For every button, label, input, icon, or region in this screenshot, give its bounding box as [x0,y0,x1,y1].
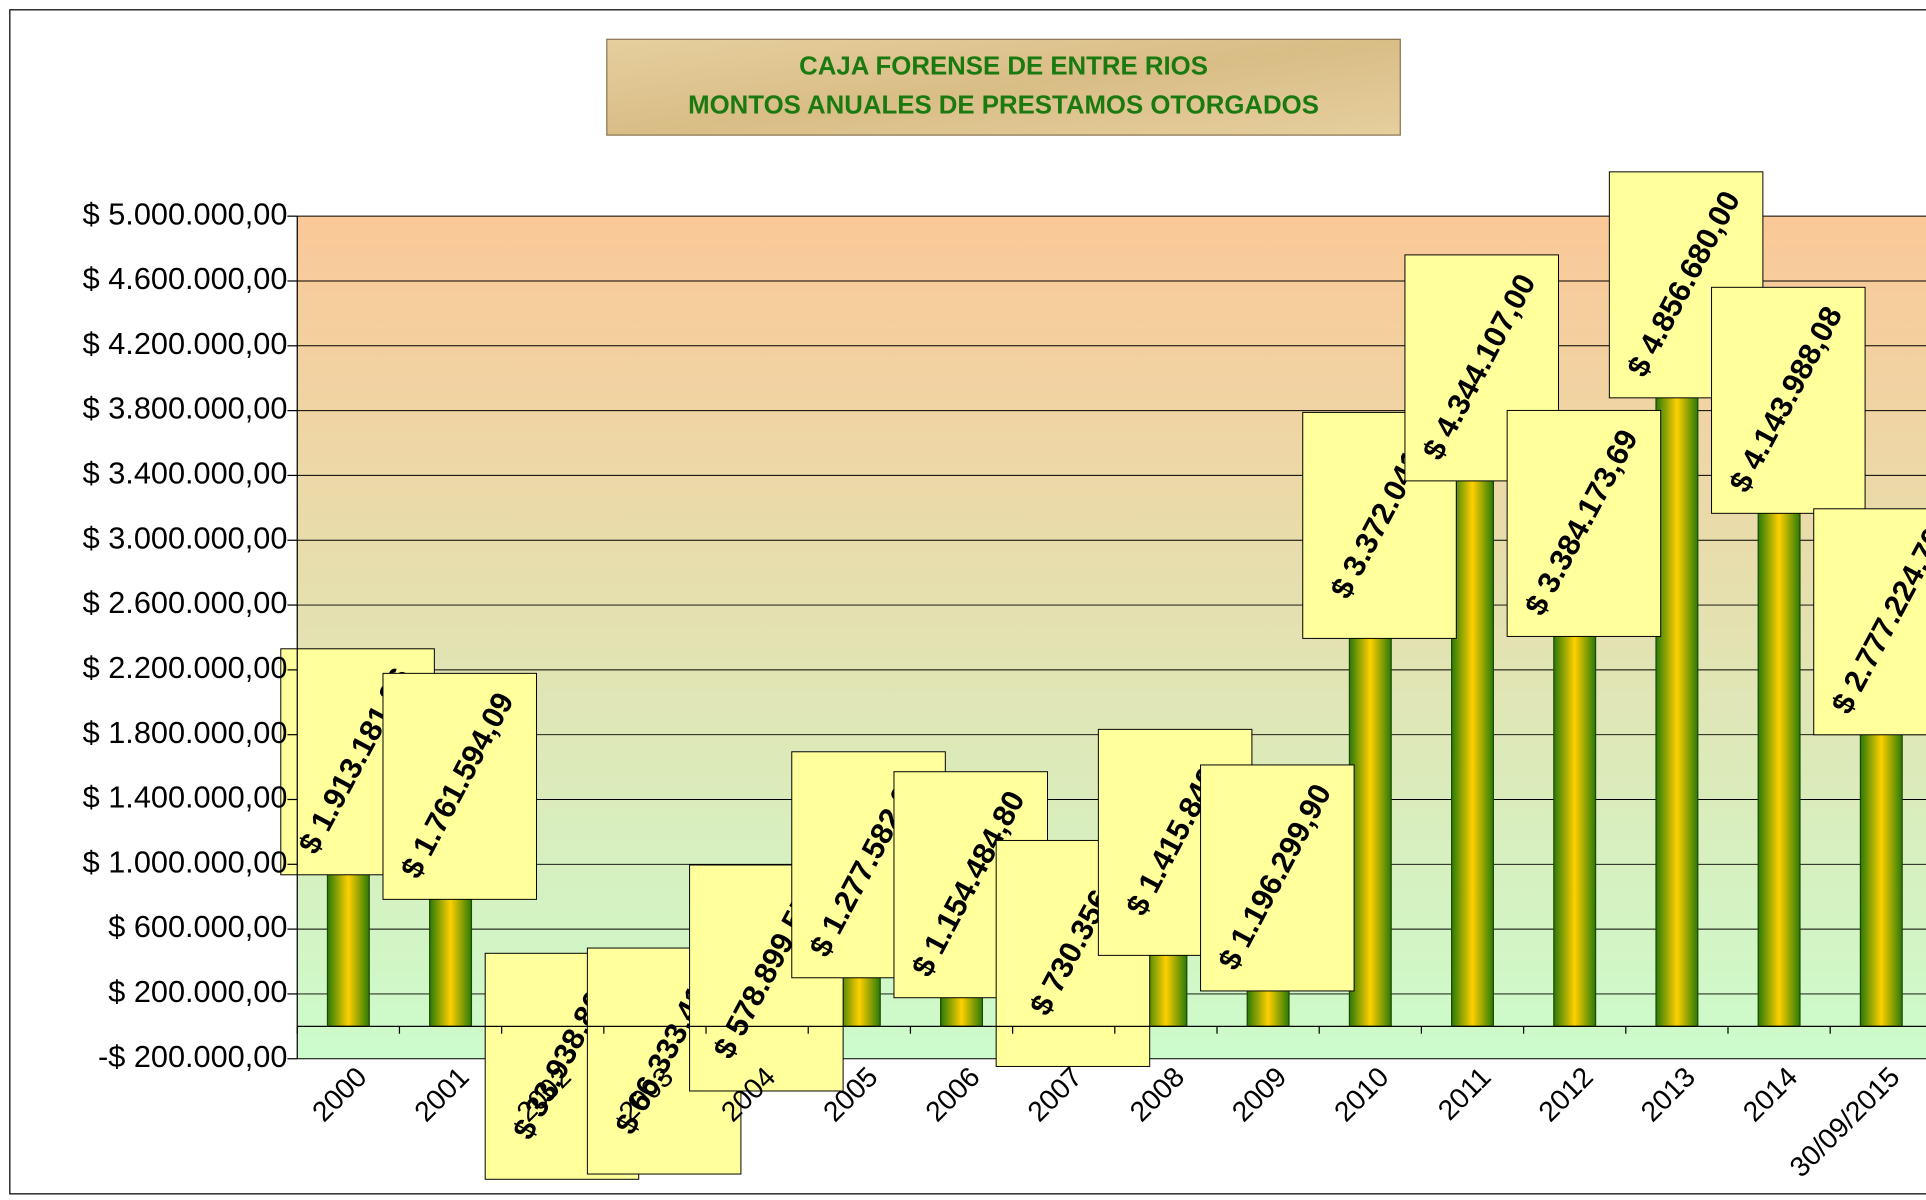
y-tick-label: $ 4.200.000,00 [83,326,288,361]
y-tick-label: $ 2.200.000,00 [83,650,288,685]
data-label-box [1200,764,1355,992]
y-tick-label: $ 600.000,00 [108,909,287,944]
y-tick-label: $ 5.000.000,00 [83,196,288,231]
y-tick-label: $ 4.600.000,00 [83,261,288,296]
data-label-box [1813,508,1926,736]
y-tick-label: $ 1.000.000,00 [83,844,288,879]
frame [9,9,1926,1195]
chart-subtitle: MONTOS ANUALES DE PRESTAMOS OTORGADOS [688,92,1319,120]
y-tick-label: $ 3.000.000,00 [83,520,288,555]
y-tick-label: $ 1.400.000,00 [83,780,288,815]
y-tick-label: $ 3.400.000,00 [83,456,288,491]
title-box [606,38,1401,136]
y-tick-label: -$ 200.000,00 [98,1039,287,1074]
data-label-box [1711,286,1866,514]
data-labels: $ 1.913.181,86$ 1.761.594,09$ 33.938,86$… [280,171,1926,1180]
chart-title: CAJA FORENSE DE ENTRE RIOS [799,52,1208,80]
y-tick-label: $ 200.000,00 [108,974,287,1009]
data-label-box [382,672,538,900]
y-tick-label: $ 3.800.000,00 [83,391,288,426]
data-label-box [1506,409,1662,637]
y-tick-label: $ 2.600.000,00 [83,585,288,620]
y-tick-label: $ 1.800.000,00 [83,715,288,750]
